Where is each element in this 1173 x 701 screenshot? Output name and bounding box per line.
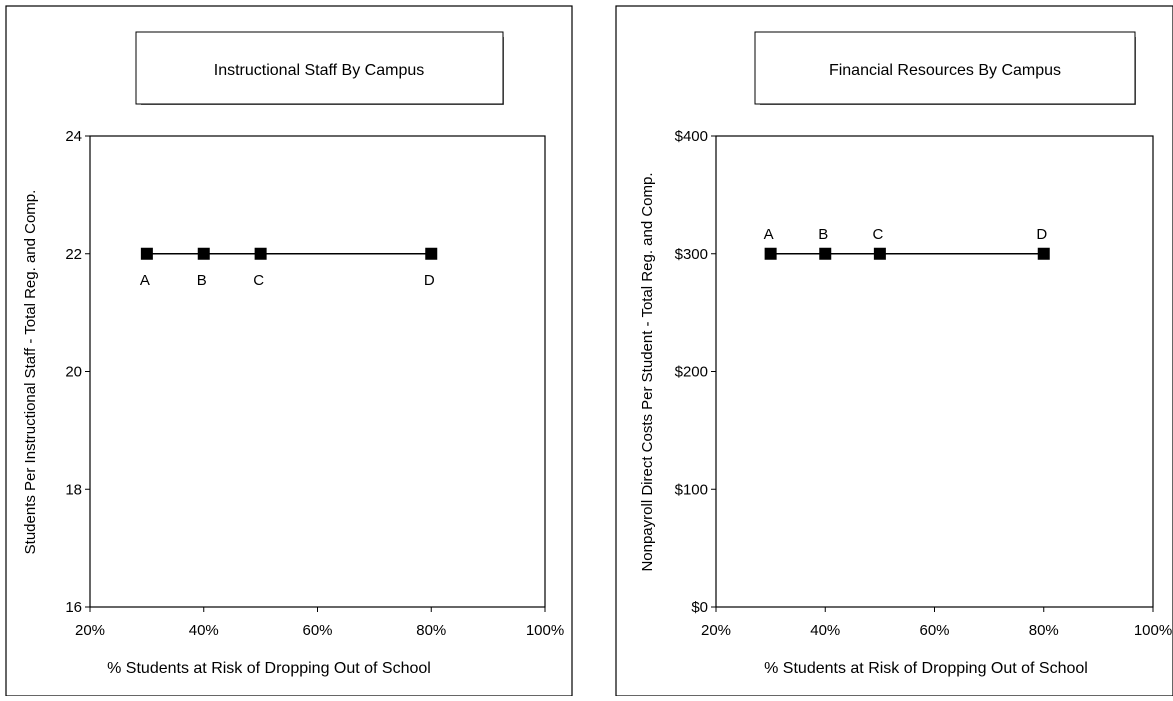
data-point-label: C [253,272,264,289]
x-tick-label: 80% [1029,622,1059,639]
data-point-label: A [764,226,774,243]
chart-title: Instructional Staff By Campus [214,62,424,79]
x-axis-label: % Students at Risk of Dropping Out of Sc… [764,660,1088,677]
data-point-marker [140,247,153,260]
x-tick-label: 60% [919,622,949,639]
data-point-marker [425,247,438,260]
x-tick-label: 40% [810,622,840,639]
data-point-marker [254,247,267,260]
x-axis: 20% 40% 60% 80% 100% [701,607,1172,639]
y-tick-label: $200 [675,364,708,381]
series-group: A B C D [764,226,1050,260]
y-tick-label: 18 [65,481,82,498]
data-point-label: D [424,272,435,289]
data-point-label: A [140,272,150,289]
y-axis: 16 18 20 22 24 [65,128,90,616]
data-point-marker [764,247,777,260]
data-point-marker [819,247,832,260]
x-tick-label: 20% [75,622,105,639]
data-point-marker [197,247,210,260]
x-tick-label: 60% [302,622,332,639]
x-tick-label: 20% [701,622,731,639]
x-tick-label: 40% [189,622,219,639]
data-point-label: B [197,272,207,289]
data-point-marker [873,247,886,260]
series-group: A B C D [140,247,438,289]
x-tick-label: 100% [526,622,564,639]
chart-financial-resources: Financial Resources By Campus $0 $100 $200… [615,5,1173,697]
y-tick-label: $300 [675,246,708,263]
title-box [135,31,504,105]
y-tick-label: $400 [675,128,708,145]
title-box [754,31,1136,105]
x-axis-label: % Students at Risk of Dropping Out of Sc… [107,660,431,677]
data-point-label: B [818,226,828,243]
data-point-marker [1037,247,1050,260]
y-tick-label: $0 [691,599,708,616]
y-axis: $0 $100 $200 $300 $400 [675,128,716,616]
data-point-label: C [872,226,883,243]
chart-title: Financial Resources By Campus [829,62,1061,79]
y-tick-label: 22 [65,246,82,263]
data-point-label: D [1036,226,1047,243]
x-tick-label: 100% [1134,622,1172,639]
x-tick-label: 80% [416,622,446,639]
plot-area [89,135,546,608]
chart-instructional-staff: Instructional Staff By Campus 16 18 20 22 24… [5,5,573,697]
y-tick-label: 16 [65,599,82,616]
y-tick-label: $100 [675,481,708,498]
plot-area [715,135,1154,608]
x-axis: 20% 40% 60% 80% 100% [75,607,564,639]
y-axis-label: Students Per Instructional Staff - Total… [22,190,39,555]
y-tick-label: 24 [65,128,82,145]
y-axis-label: Nonpayroll Direct Costs Per Student - To… [639,172,656,571]
y-tick-label: 20 [65,364,82,381]
